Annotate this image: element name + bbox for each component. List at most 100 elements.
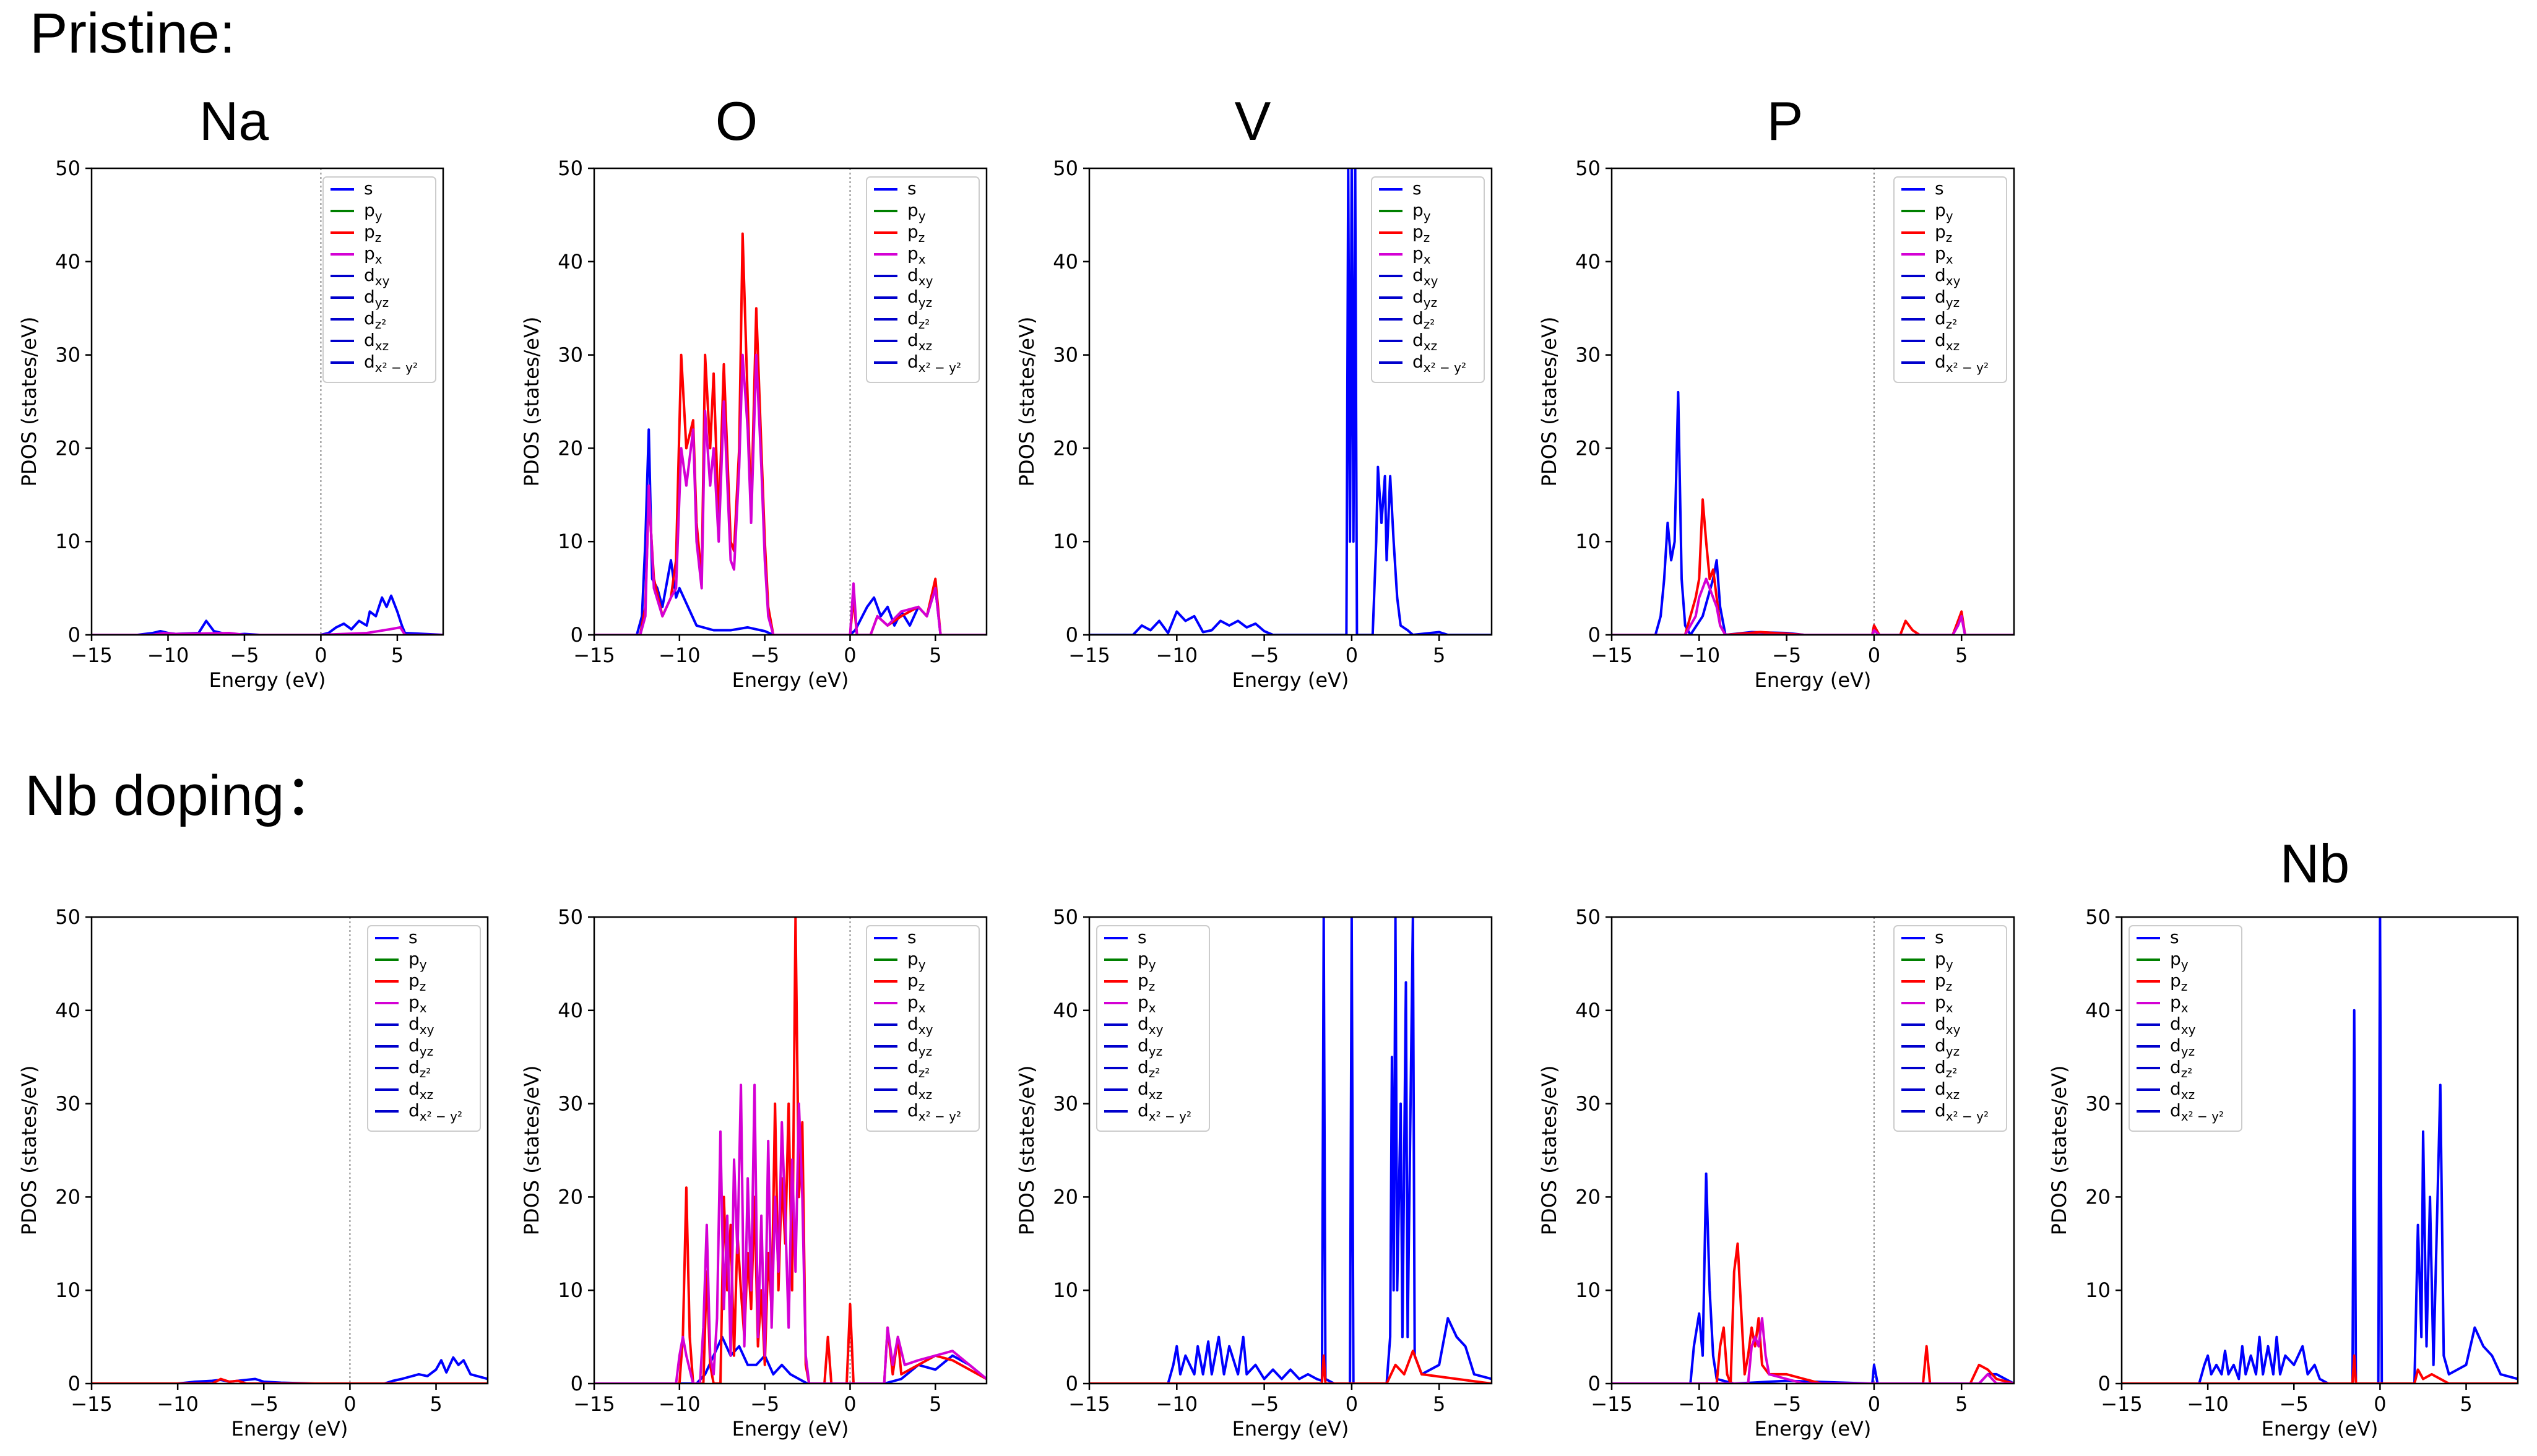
x-tick-label: 5	[1955, 644, 1968, 667]
y-tick-label: 0	[1588, 623, 1601, 647]
legend-label: py	[408, 949, 427, 972]
legend-label: py	[907, 200, 926, 223]
legend-label: dz²	[1412, 308, 1435, 332]
legend-label: pz	[2170, 970, 2187, 994]
y-tick-label: 0	[1066, 623, 1078, 647]
y-axis-label: PDOS (states/eV)	[1015, 317, 1039, 487]
pdos-series-px-line	[594, 1083, 987, 1384]
y-tick-label: 20	[55, 1185, 80, 1208]
pdos-series-s-line	[1612, 1172, 2014, 1384]
legend-label: dxy	[364, 265, 390, 288]
legend-label: dyz	[1935, 1035, 1960, 1059]
x-tick-label: −15	[1068, 644, 1110, 667]
x-tick-label: 5	[2460, 1392, 2472, 1416]
legend-label: s	[1412, 178, 1422, 199]
pdos-series-s-line	[1612, 390, 2014, 635]
legend-label: py	[1935, 949, 1953, 972]
pdos-series-pz-line	[1612, 498, 2014, 635]
legend-label: pz	[907, 222, 925, 245]
legend-box	[2129, 925, 2242, 1132]
x-axis-label: Energy (eV)	[1755, 668, 1872, 692]
x-tick-label: −15	[71, 1392, 113, 1416]
y-tick-label: 20	[1575, 1185, 1601, 1208]
y-tick-label: 40	[1053, 250, 1078, 274]
y-tick-label: 40	[1575, 999, 1601, 1022]
legend-label: dx² − y²	[1935, 1100, 1989, 1124]
legend-label: dyz	[2170, 1035, 2195, 1059]
pdos-series-pz-line	[1612, 1242, 2014, 1384]
legend-label: pz	[1412, 222, 1430, 245]
legend-label: dxy	[1412, 265, 1438, 288]
legend-label: dyz	[1138, 1035, 1162, 1059]
x-tick-label: 5	[1955, 1392, 1968, 1416]
x-tick-label: 0	[844, 644, 856, 667]
legend-label: px	[408, 992, 427, 1015]
y-tick-label: 50	[1575, 157, 1601, 180]
plot-frame	[1088, 916, 1493, 1385]
y-tick-label: 10	[55, 530, 80, 553]
legend-label: dxz	[1935, 1079, 1960, 1102]
x-axis-label: Energy (eV)	[231, 1417, 348, 1441]
legend-label: px	[1412, 243, 1431, 267]
y-tick-label: 30	[1053, 343, 1078, 367]
y-tick-label: 20	[558, 1185, 583, 1208]
legend-label: px	[1138, 992, 1156, 1015]
legend-box	[367, 925, 481, 1132]
legend-label: s	[907, 178, 917, 199]
plot-frame	[90, 916, 489, 1385]
legend-label: s	[907, 927, 917, 947]
y-tick-label: 20	[558, 436, 583, 460]
legend-label: px	[364, 243, 382, 267]
pdos-series-s-line	[92, 1356, 488, 1384]
legend-box	[1893, 176, 2007, 383]
pdos-series-s-line	[2122, 917, 2518, 1384]
legend-label: pz	[1138, 970, 1155, 994]
legend-label: dx² − y²	[1935, 351, 1989, 375]
y-tick-label: 50	[558, 905, 583, 929]
x-tick-label: 5	[1433, 1392, 1445, 1416]
y-tick-label: 10	[558, 1278, 583, 1302]
legend-label: s	[408, 927, 418, 947]
x-tick-label: 0	[314, 644, 327, 667]
legend-label: dx² − y²	[1412, 351, 1466, 375]
pdos-series-s-line	[594, 428, 987, 635]
legend-label: dyz	[364, 286, 389, 310]
y-axis-label: PDOS (states/eV)	[520, 1066, 543, 1236]
pristine-section-title: Pristine:	[30, 2, 236, 65]
y-tick-label: 10	[1053, 530, 1078, 553]
x-tick-label: −5	[230, 644, 259, 667]
legend-label: dz²	[1138, 1057, 1160, 1080]
x-tick-label: 5	[391, 644, 404, 667]
plot-frame	[90, 167, 444, 636]
y-tick-label: 40	[1053, 999, 1078, 1022]
y-tick-label: 50	[1053, 157, 1078, 180]
legend-label: dx² − y²	[408, 1100, 462, 1124]
legend-label: dxz	[907, 330, 932, 353]
y-axis-label: PDOS (states/eV)	[17, 317, 41, 487]
pdos-series-px-line	[1612, 1317, 2014, 1384]
legend-label: dxz	[408, 1079, 433, 1102]
legend-label: s	[1138, 927, 1147, 947]
legend-box	[322, 176, 436, 383]
legend-label: pz	[907, 970, 925, 994]
x-tick-label: 0	[844, 1392, 856, 1416]
legend-box	[1371, 176, 1485, 383]
x-tick-label: −10	[659, 644, 701, 667]
x-tick-label: −10	[157, 1392, 199, 1416]
plot-frame	[1610, 916, 2015, 1385]
y-tick-label: 10	[558, 530, 583, 553]
legend-label: dxy	[2170, 1014, 2196, 1037]
x-tick-label: −10	[1156, 644, 1198, 667]
legend-box	[866, 925, 980, 1132]
legend-label: dx² − y²	[1138, 1100, 1191, 1124]
legend-label: dz²	[1935, 1057, 1957, 1080]
y-axis-label: PDOS (states/eV)	[1537, 317, 1561, 487]
